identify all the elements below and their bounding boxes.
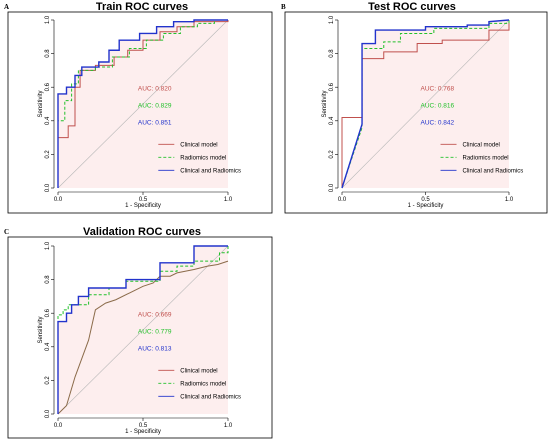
legend-label: Clinical model (180, 142, 217, 148)
y-tick-label: 1.0 (45, 241, 51, 250)
panel-letter: A (4, 3, 9, 11)
y-tick-label: 0.4 (45, 116, 51, 125)
panel-letter: C (4, 228, 9, 236)
roc-curve-radiomics (57, 19, 228, 188)
legend-label: Radiomics model (180, 381, 226, 387)
y-tick-label: 0.6 (45, 82, 51, 91)
panel-frame (7, 11, 273, 214)
legend-label: Clinical and Radiomics (180, 394, 241, 400)
y-tick-label: 0.8 (45, 275, 51, 284)
y-tick-label: 0.0 (45, 409, 51, 418)
panel-frame (284, 11, 548, 214)
y-tick-label: 0.2 (329, 150, 335, 159)
panel-letter: B (281, 3, 286, 11)
x-axis-label: 1 - Specificity (125, 429, 161, 435)
y-axis-label: Sensitivity (322, 90, 328, 117)
y-tick-label: 0.6 (329, 82, 335, 91)
auc-label: AUC: 0.669 (138, 312, 172, 319)
legend-label: Radiomics model (180, 155, 226, 161)
legend-label: Clinical and Radiomics (463, 168, 524, 174)
legend-label: Radiomics model (463, 155, 509, 161)
auc-label: AUC: 0.851 (138, 120, 172, 127)
legend-label: Clinical model (463, 142, 500, 148)
chart-title: Validation ROC curves (83, 226, 201, 238)
auc-label: AUC: 0.779 (138, 329, 172, 336)
y-tick-label: 0.2 (45, 376, 51, 385)
roc-panel-a: A Train ROC curves 0.0 0.2 0.4 0.6 0.8 1.0 0.0 0.… (4, 1, 273, 214)
chart-title: Test ROC curves (368, 1, 456, 13)
roc-panel-b: B Test ROC curves 0.0 0.2 0.4 0.6 0.8 1.0 0.0 0.5… (281, 1, 548, 214)
x-tick-label: 0.5 (139, 423, 148, 429)
chance-diagonal (57, 245, 229, 415)
roc-curve-combined (57, 245, 228, 414)
auc-label: AUC: 0.768 (420, 86, 454, 93)
x-tick-label: 1.0 (224, 423, 233, 429)
y-tick-label: 0.4 (329, 116, 335, 125)
x-tick-label: 0.5 (139, 197, 148, 203)
x-axis-label: 1 - Specificity (125, 203, 161, 209)
auc-label: AUC: 0.842 (420, 120, 454, 127)
x-axis-label: 1 - Specificity (408, 203, 444, 209)
y-tick-label: 0.0 (329, 183, 335, 192)
y-tick-label: 0.8 (329, 49, 335, 58)
x-tick-label: 0.0 (338, 197, 347, 203)
y-tick-label: 0.4 (45, 342, 51, 351)
x-tick-label: 1.0 (224, 197, 233, 203)
y-tick-label: 0.8 (45, 49, 51, 58)
y-tick-label: 0.6 (45, 308, 51, 317)
y-tick-label: 0.0 (45, 183, 51, 192)
chart-title: Train ROC curves (96, 1, 188, 13)
x-tick-label: 0.0 (54, 197, 63, 203)
chance-diagonal (341, 19, 510, 189)
roc-curve-clinical (57, 260, 229, 415)
auc-label: AUC: 0.829 (138, 103, 172, 110)
auc-label: AUC: 0.820 (138, 86, 172, 93)
roc-curve-combined (57, 19, 228, 188)
y-tick-label: 0.2 (45, 150, 51, 159)
legend-label: Clinical and Radiomics (180, 168, 241, 174)
y-tick-label: 1.0 (45, 15, 51, 24)
legend-label: Clinical model (180, 368, 217, 374)
x-tick-label: 0.5 (421, 197, 430, 203)
panel-frame (7, 236, 273, 439)
auc-label: AUC: 0.813 (138, 346, 172, 353)
y-axis-label: Sensitivity (38, 316, 44, 343)
x-tick-label: 0.0 (54, 423, 63, 429)
chance-diagonal (57, 19, 229, 189)
auc-label: AUC: 0.816 (420, 103, 454, 110)
y-tick-label: 1.0 (329, 15, 335, 24)
x-tick-label: 1.0 (505, 197, 514, 203)
roc-curve-clinical (57, 20, 229, 188)
roc-curve-combined (341, 19, 510, 189)
y-axis-label: Sensitivity (38, 90, 44, 117)
roc-panel-c: C Validation ROC curves 0.0 0.2 0.4 0.6 0.8 1.0… (4, 226, 273, 439)
